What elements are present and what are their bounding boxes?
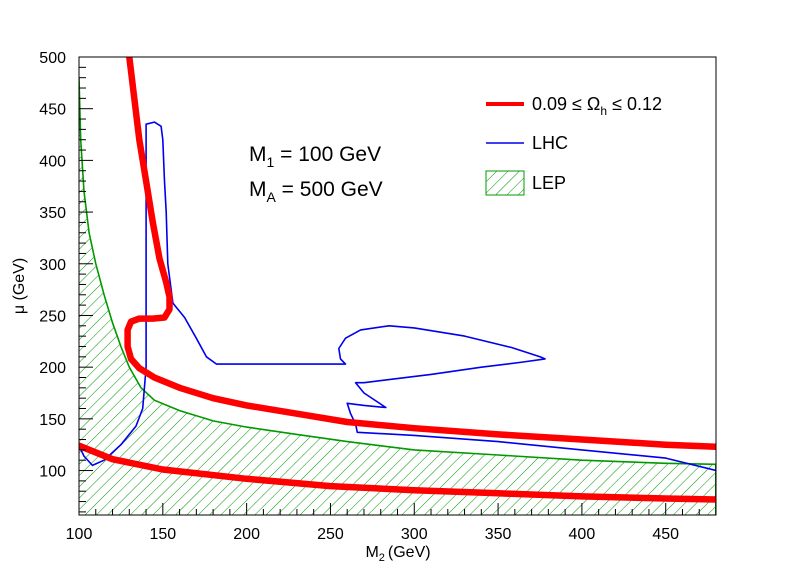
- annotation-m1: M1 = 100 GeV: [249, 143, 381, 170]
- y-axis-title: μ (GeV): [11, 258, 28, 314]
- lep-boundary-line: [79, 77, 716, 466]
- legend: 0.09 ≤ Ωh ≤ 0.12 LHC LEP: [485, 94, 662, 196]
- x-tick-label: 350: [485, 526, 512, 543]
- annotation-ma: MA = 500 GeV: [249, 178, 383, 205]
- y-tick-label: 150: [39, 412, 66, 429]
- y-tick-label: 300: [39, 257, 66, 274]
- y-tick-label: 500: [39, 50, 66, 67]
- relic-upper-branch-line: [124, 57, 716, 451]
- y-tick-label: 400: [39, 153, 66, 170]
- y-tick-label: 200: [39, 360, 66, 377]
- x-axis-title: M2 (GeV): [365, 544, 430, 564]
- x-tick-label: 300: [401, 526, 428, 543]
- legend-lep-label: LEP: [532, 173, 566, 193]
- x-tick-label: 100: [66, 526, 93, 543]
- legend-relic-label: 0.09 ≤ Ωh ≤ 0.12: [532, 94, 662, 118]
- lhc-layer: [79, 121, 716, 472]
- lhc-contour-line: [79, 121, 716, 472]
- lep-layer: [79, 77, 716, 515]
- x-tick-label: 400: [569, 526, 596, 543]
- x-tick-label: 200: [233, 526, 260, 543]
- lep-excluded-region: [79, 77, 716, 515]
- legend-lhc-label: LHC: [532, 133, 568, 153]
- y-axis-ticks: 100 150 200 250 300 350 400 450 500: [39, 50, 93, 513]
- x-axis-ticks: 100 150 200 250 300 350 400 450: [66, 503, 700, 543]
- relic-layer: [79, 57, 716, 503]
- legend-lep-swatch: [485, 170, 525, 196]
- x-tick-label: 450: [652, 526, 679, 543]
- x-tick-label: 150: [149, 526, 176, 543]
- y-tick-label: 450: [39, 102, 66, 119]
- y-tick-label: 350: [39, 205, 66, 222]
- x-tick-label: 250: [317, 526, 344, 543]
- relic-lower-branch-line: [79, 442, 716, 503]
- y-tick-label: 100: [39, 464, 66, 481]
- y-tick-label: 250: [39, 308, 66, 325]
